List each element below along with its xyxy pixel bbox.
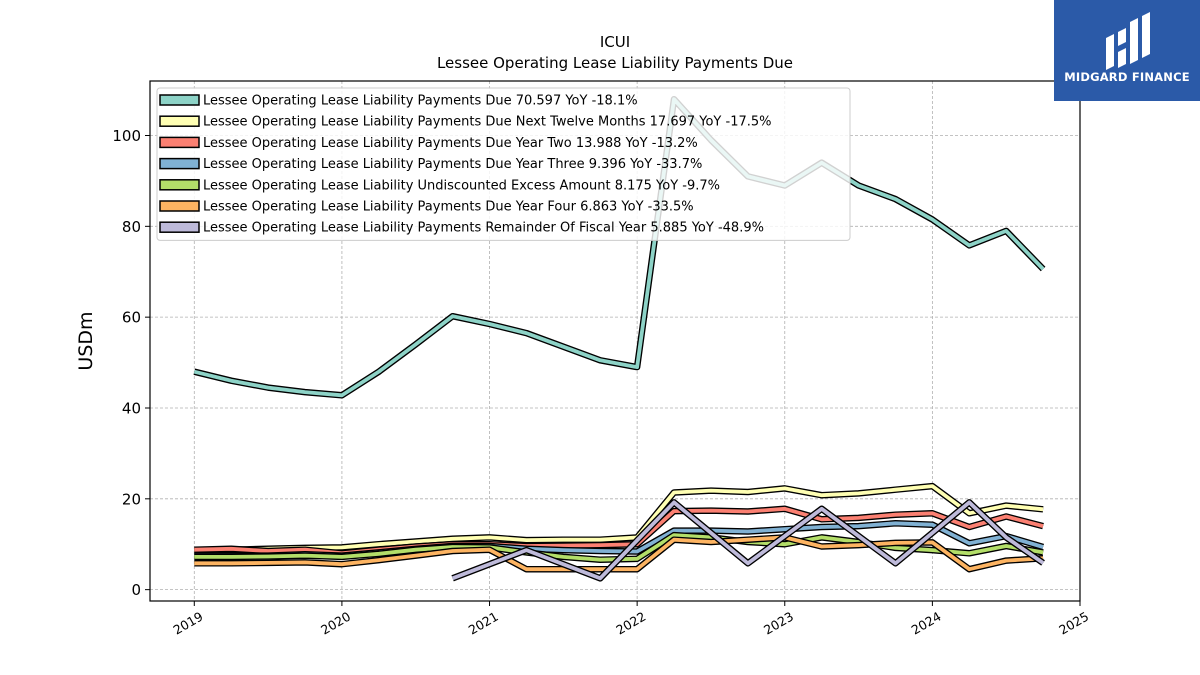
y-axis-label: USDm: [75, 311, 97, 370]
legend-swatch: [159, 115, 200, 127]
legend-swatch: [159, 200, 200, 212]
series-line: [194, 535, 1044, 572]
y-tick-label: 100: [112, 127, 141, 145]
legend-label: Lessee Operating Lease Liability Undisco…: [203, 178, 720, 193]
x-tick-label: 2020: [318, 609, 353, 638]
logo-text: MIDGARD FINANCE: [1064, 70, 1190, 84]
x-tick-label: 2021: [466, 609, 501, 638]
series-line: [193, 97, 1045, 398]
legend-label: Lessee Operating Lease Liability Payment…: [203, 157, 702, 172]
y-tick-label: 60: [122, 309, 141, 327]
x-tick-label: 2024: [909, 609, 944, 638]
x-tick-label: 2025: [1056, 609, 1091, 638]
midgard-logo-icon: [1106, 12, 1150, 70]
x-tick-label: 2022: [613, 609, 648, 638]
x-tick-label: 2023: [761, 609, 796, 638]
legend-label: Lessee Operating Lease Liability Payment…: [203, 200, 694, 215]
legend-swatch: [159, 157, 200, 170]
legend-swatch: [159, 179, 200, 191]
series-line: [451, 500, 1045, 581]
legend-box: [156, 87, 851, 241]
plot-frame: [149, 80, 1081, 602]
y-tick-label: 20: [122, 490, 141, 508]
y-tick-label: 40: [122, 399, 141, 417]
legend-swatch: [159, 94, 200, 106]
legend-swatch: [159, 136, 200, 149]
legend-label: Lessee Operating Lease Liability Payment…: [203, 221, 764, 236]
chart-title: ICUI: [600, 33, 630, 51]
legend-label: Lessee Operating Lease Liability Payment…: [203, 136, 698, 151]
legend-swatch: [159, 221, 200, 233]
series-layer: [193, 95, 1046, 582]
y-tick-label: 80: [122, 218, 141, 236]
y-tick-label: 0: [131, 581, 141, 599]
legend-label: Lessee Operating Lease Liability Payment…: [203, 115, 772, 130]
legend: Lessee Operating Lease Liability Payment…: [156, 87, 851, 241]
x-tick-label: 2019: [171, 609, 206, 638]
midgard-finance-logo: MIDGARD FINANCE: [1054, 0, 1200, 101]
chart-subtitle: Lessee Operating Lease Liability Payment…: [437, 54, 793, 72]
series-line: [194, 484, 1044, 553]
legend-label: Lessee Operating Lease Liability Payment…: [203, 94, 638, 109]
